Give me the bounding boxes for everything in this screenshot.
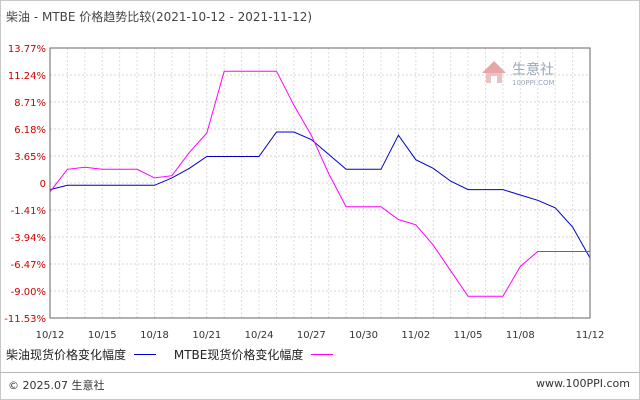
x-tick-labels: 10/12 10/15 10/18 10/21 10/24 10/27 10/30 11/02… — [36, 330, 605, 341]
footer-divider — [0, 372, 640, 373]
series-line-0 — [49, 131, 591, 259]
watermark-sub: 100PPI.COM — [512, 79, 555, 87]
legend-label-diesel: 柴油现货价格变化幅度 — [6, 348, 127, 362]
legend-label-mtbe: MTBE现货价格变化幅度 — [173, 348, 304, 362]
y-tick-label: 13.77% — [8, 44, 46, 55]
y-tick-label: -1.41% — [11, 206, 46, 217]
x-tick-label: 10/27 — [297, 330, 326, 341]
x-tick-label: 10/12 — [36, 330, 65, 341]
x-tick-label: 11/02 — [401, 330, 430, 341]
legend-item-mtbe: MTBE现货价格变化幅度 — [174, 346, 334, 363]
chart-title: 柴油 - MTBE 价格趋势比较(2021-10-12 - 2021-11-12… — [6, 10, 313, 24]
series-line-1 — [49, 70, 590, 297]
footer-copyright: © 2025.07 生意社 — [8, 379, 105, 392]
watermark-logo: 生意社 100PPI.COM — [480, 55, 580, 99]
y-tick-label: 6.18% — [14, 125, 46, 136]
y-tick-label: -11.53% — [4, 314, 46, 325]
series-lines — [49, 70, 591, 297]
house-icon — [482, 61, 506, 83]
y-tick-label: -6.47% — [11, 260, 46, 271]
line-chart: 13.77% 11.24% 8.71% 6.18% 3.65% 0 -1.41% -3.94%… — [4, 44, 605, 341]
legend: 柴油现货价格变化幅度 MTBE现货价格变化幅度 — [6, 346, 347, 363]
x-tick-label: 11/05 — [454, 330, 483, 341]
x-tick-label: 10/21 — [192, 330, 221, 341]
plot-border — [49, 47, 591, 319]
x-tick-label: 11/08 — [506, 330, 535, 341]
x-tick-label: 10/24 — [245, 330, 274, 341]
y-tick-label: 3.65% — [14, 152, 46, 163]
y-tick-label: 8.71% — [14, 98, 46, 109]
y-tick-label: 11.24% — [8, 71, 46, 82]
footer-url[interactable]: www.100PPI.com — [536, 377, 630, 390]
legend-swatch-diesel — [134, 354, 157, 355]
y-tick-labels: 13.77% 11.24% 8.71% 6.18% 3.65% 0 -1.41% -3.94%… — [4, 44, 46, 325]
x-tick-label: 10/30 — [349, 330, 378, 341]
x-tick-label: 11/12 — [576, 330, 605, 341]
watermark-name: 生意社 — [512, 61, 554, 78]
y-tick-label: -3.94% — [11, 233, 46, 244]
x-tick-label: 10/15 — [88, 330, 117, 341]
legend-swatch-mtbe — [311, 354, 334, 355]
x-tick-label: 10/18 — [140, 330, 169, 341]
y-tick-label: -9.00% — [11, 287, 46, 298]
legend-item-diesel: 柴油现货价格变化幅度 — [6, 346, 157, 363]
y-tick-label: 0 — [40, 179, 46, 190]
